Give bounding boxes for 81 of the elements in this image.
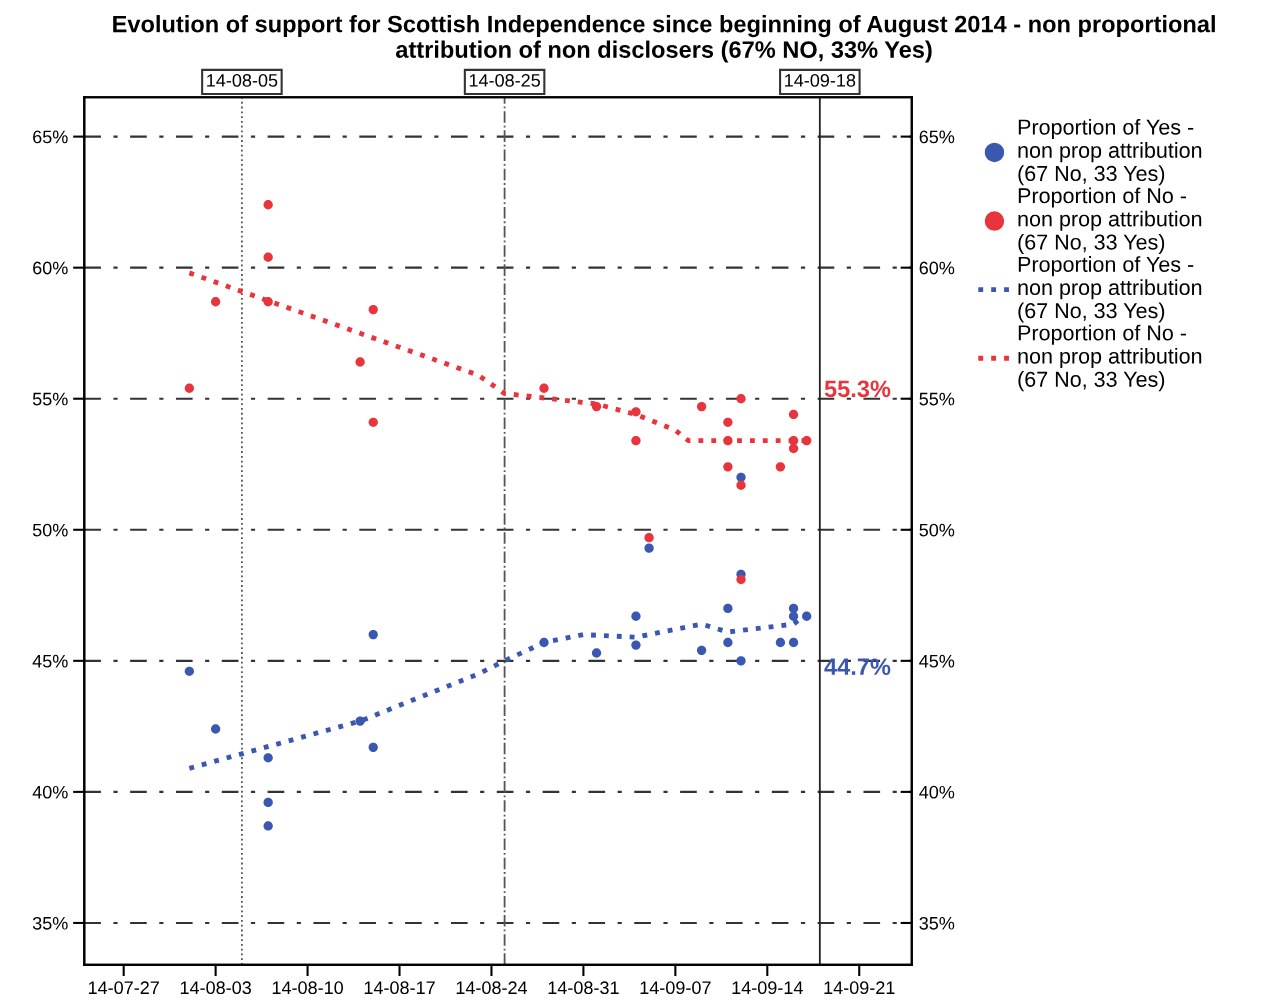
point [723, 637, 733, 648]
x-tick-label: 14-08-17 [364, 981, 435, 995]
x-tick-label: 14-09-14 [732, 981, 803, 995]
x-tick-label: 14-07-27 [88, 981, 159, 995]
y2-tick-label: 50% [919, 523, 955, 537]
point [631, 436, 641, 446]
point [736, 574, 746, 585]
y-tick-label: 45% [32, 654, 68, 668]
point [723, 462, 733, 472]
point [644, 543, 654, 553]
y-tick-label: 55% [32, 392, 68, 406]
point [263, 252, 273, 262]
y2-tick-label: 35% [919, 916, 955, 930]
point [802, 436, 812, 446]
point [591, 648, 602, 658]
point [788, 436, 799, 446]
point [263, 821, 273, 831]
point [631, 407, 641, 417]
point [775, 462, 786, 472]
point [696, 401, 707, 412]
x-tick-label: 14-09-21 [824, 981, 895, 995]
y2-tick-label: 65% [919, 130, 955, 144]
ref-line-label: 14-08-05 [207, 74, 278, 87]
point [788, 611, 799, 621]
point [263, 200, 273, 210]
y-tick-label: 35% [32, 916, 68, 930]
y2-tick-label: 45% [919, 654, 955, 668]
point [644, 532, 654, 543]
point [368, 304, 378, 315]
point [210, 297, 221, 307]
y2-tick-label: 60% [919, 261, 955, 275]
point [631, 611, 641, 621]
y-tick-label: 40% [32, 785, 68, 799]
point [210, 724, 221, 734]
annotation: 55.3% [824, 380, 891, 398]
point [723, 417, 733, 427]
point [368, 742, 378, 752]
point [788, 443, 799, 454]
legend-label: Proportion of Yes - non prop attribution (67 No, 33 Yes) [1018, 118, 1202, 186]
point [788, 409, 799, 420]
point [263, 797, 273, 808]
x-tick-label: 14-09-07 [640, 981, 711, 995]
point [788, 603, 799, 614]
point [184, 666, 195, 676]
legend-label: Proportion of No - non prop attribution (67 No, 33 Yes) [1018, 187, 1202, 254]
x-tick-label: 14-08-03 [180, 981, 251, 995]
point [723, 603, 733, 614]
y-tick-label: 50% [32, 523, 68, 537]
point [539, 383, 549, 393]
point [696, 645, 707, 656]
annotation: 44.7% [824, 658, 891, 675]
y-tick-label: 60% [33, 261, 68, 275]
legend-label: Proportion of Yes - non prop attribution (67 No, 33 Yes) [1018, 256, 1202, 323]
point [355, 716, 365, 726]
x-tick-label: 14-08-31 [548, 981, 619, 995]
chart-title: Evolution of support for Scottish Independence since beginning of August 2014 - non proportional attribution of non disclosers (67% NO, 33% Yes) [113, 15, 1215, 63]
point [736, 480, 746, 490]
ref-line-label: 14-08-25 [469, 74, 540, 87]
point [368, 417, 378, 427]
point [631, 640, 641, 650]
point [368, 629, 378, 640]
x-tick-label: 14-08-10 [272, 981, 344, 995]
point [723, 436, 733, 446]
point [788, 637, 799, 648]
point [539, 637, 549, 648]
point [736, 472, 746, 483]
point [736, 656, 746, 666]
point [591, 401, 602, 412]
point [736, 394, 746, 404]
point [775, 637, 786, 648]
point [184, 383, 195, 393]
point [263, 297, 273, 307]
ref-line-label: 14-09-18 [785, 74, 856, 87]
y2-tick-label: 40% [919, 785, 955, 799]
y2-tick-label: 55% [919, 392, 955, 406]
point [802, 611, 812, 621]
x-tick-label: 14-08-24 [456, 981, 528, 995]
y-tick-label: 65% [33, 130, 68, 144]
point [355, 357, 365, 367]
legend-label: Proportion of No - non prop attribution (67 No, 33 Yes) [1018, 324, 1202, 392]
point [263, 753, 273, 763]
